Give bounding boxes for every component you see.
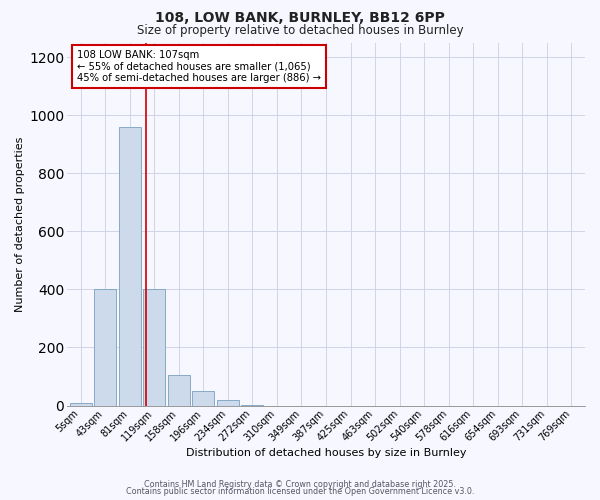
Bar xyxy=(241,405,263,406)
Bar xyxy=(94,290,116,406)
Text: 108, LOW BANK, BURNLEY, BB12 6PP: 108, LOW BANK, BURNLEY, BB12 6PP xyxy=(155,12,445,26)
Bar xyxy=(192,391,214,406)
Text: Contains HM Land Registry data © Crown copyright and database right 2025.: Contains HM Land Registry data © Crown c… xyxy=(144,480,456,489)
Text: Contains public sector information licensed under the Open Government Licence v3: Contains public sector information licen… xyxy=(126,488,474,496)
Bar xyxy=(217,400,239,406)
Text: Size of property relative to detached houses in Burnley: Size of property relative to detached ho… xyxy=(137,24,463,37)
Y-axis label: Number of detached properties: Number of detached properties xyxy=(15,136,25,312)
Text: 108 LOW BANK: 107sqm
← 55% of detached houses are smaller (1,065)
45% of semi-de: 108 LOW BANK: 107sqm ← 55% of detached h… xyxy=(77,50,322,83)
Bar xyxy=(143,290,165,406)
Bar xyxy=(168,375,190,406)
X-axis label: Distribution of detached houses by size in Burnley: Distribution of detached houses by size … xyxy=(186,448,466,458)
Bar xyxy=(70,402,92,406)
Bar xyxy=(119,126,141,406)
